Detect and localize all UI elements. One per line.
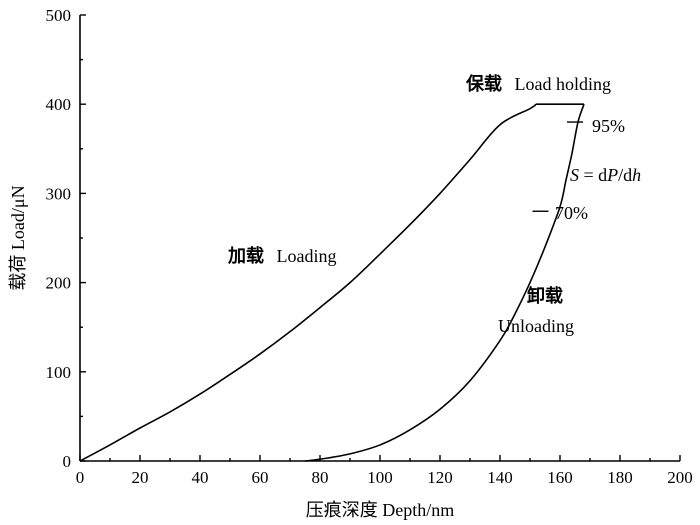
x-tick-label: 180 (607, 468, 633, 487)
x-tick-label: 200 (667, 468, 693, 487)
load-holding-annotation: 保载 Load holding (465, 73, 611, 95)
load-holding-cn: 保载 (465, 73, 502, 95)
y-tick-label: 300 (46, 184, 72, 203)
marker-70-label: 70% (555, 203, 588, 223)
loading-annotation: 加载 Loading (227, 245, 337, 267)
x-tick-label: 40 (192, 468, 209, 487)
x-tick-label: 120 (427, 468, 453, 487)
loading-curve (79, 103, 537, 462)
x-axis-title: 压痕深度 Depth/nm (306, 500, 455, 520)
unloading-en: Unloading (498, 316, 574, 336)
x-tick-label: 160 (547, 468, 573, 487)
y-axis-title: 载荷 Load/μN (8, 185, 28, 290)
x-tick-label: 140 (487, 468, 513, 487)
x-tick-label: 0 (76, 468, 85, 487)
slope-formula: S = dP/dh (570, 165, 641, 185)
load-holding-en: Load holding (515, 74, 612, 94)
y-tick-label: 200 (46, 274, 72, 293)
x-tick-label: 60 (252, 468, 269, 487)
slope-markers (532, 121, 583, 212)
y-tick-label: 0 (63, 452, 72, 471)
y-tick-label: 100 (46, 363, 72, 382)
y-tick-label: 500 (46, 6, 72, 25)
annotations: 保载 Load holding 加载 Loading 卸载 Unloading … (227, 73, 641, 336)
y-tick-label: 400 (46, 95, 72, 114)
x-tick-label: 20 (132, 468, 149, 487)
marker-95-label: 95% (592, 116, 625, 136)
unloading-cn: 卸载 (527, 285, 563, 307)
loading-en: Loading (277, 246, 337, 266)
curves (79, 103, 585, 462)
loading-cn: 加载 (227, 245, 264, 267)
x-tick-label: 100 (367, 468, 393, 487)
tick-labels: 0 20 40 60 80 100 120 140 160 180 200 0 100 200 300 400… (46, 6, 693, 487)
unloading-curve (304, 103, 585, 462)
x-tick-label: 80 (312, 468, 329, 487)
